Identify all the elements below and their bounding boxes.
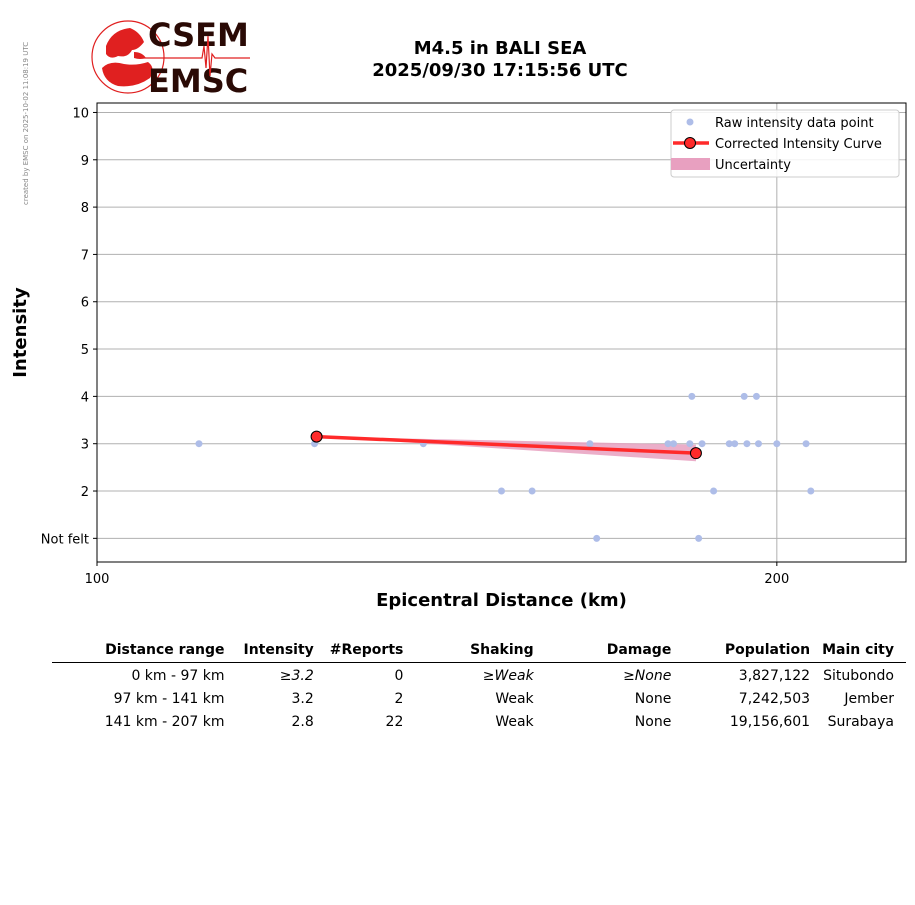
table-cell: Jember [844, 691, 894, 707]
raw-data-point [802, 440, 810, 448]
table-cell: 0 km - 97 km [131, 668, 225, 684]
table-row: 141 km - 207 km 2.8 22 Weak None 19,156,… [52, 709, 906, 732]
raw-data-point [743, 440, 751, 448]
raw-data-point [731, 440, 739, 448]
y-tick-label: 6 [81, 296, 89, 311]
table-cell: 2.8 [291, 714, 314, 730]
table-cell: ≥None [623, 668, 672, 684]
y-tick-label: 7 [81, 248, 89, 263]
y-axis-label: Intensity [10, 287, 31, 378]
x-axis-label: Epicentral Distance (km) [376, 590, 627, 611]
table-cell: None [634, 714, 672, 730]
table-cell: 97 km - 141 km [113, 691, 225, 707]
col-distance-range: Distance range [52, 640, 237, 663]
table-header-row: Distance range Intensity #Reports Shakin… [52, 640, 906, 663]
table-cell: Weak [495, 714, 534, 730]
raw-data-point [664, 440, 672, 448]
table-cell: 0 [394, 668, 404, 684]
table-cell: 3.2 [291, 691, 314, 707]
curve-endpoint-marker [310, 430, 323, 443]
legend-label: Uncertainty [715, 158, 791, 173]
table-cell: 22 [385, 714, 404, 730]
legend-box [670, 109, 900, 178]
intensity-chart: Not felt 2 3 4 5 6 7 8 9 10 100 200 Raw intensity d… [10, 102, 907, 611]
legend-curve-marker [684, 137, 696, 149]
table-cell: 141 km - 207 km [104, 714, 225, 730]
x-tick-label: 100 [85, 572, 110, 587]
legend-uncertainty-swatch [671, 158, 710, 170]
legend-label: Raw intensity data point [715, 116, 874, 131]
logo-emsc-text: EMSC [148, 62, 248, 98]
raw-data-point [773, 440, 781, 448]
raw-data-point [669, 440, 677, 448]
y-tick-label: 2 [81, 485, 89, 500]
raw-data-point [695, 534, 703, 542]
table-cell: 19,156,601 [729, 714, 811, 730]
legend-label: Corrected Intensity Curve [715, 137, 882, 152]
raw-data-point [725, 440, 733, 448]
table-row: 0 km - 97 km ≥3.2 0 ≥Weak ≥None 3,827,12… [52, 663, 906, 687]
raw-data-point [807, 487, 815, 495]
col-intensity: Intensity [236, 640, 326, 663]
y-tick-label: 4 [81, 390, 89, 405]
table-cell: 3,827,122 [738, 668, 811, 684]
raw-data-point [752, 392, 760, 400]
table-cell: None [634, 691, 672, 707]
uncertainty-band [316, 436, 696, 462]
raw-data-point [698, 440, 706, 448]
y-tick-label: Not felt [41, 532, 89, 547]
table-row: 97 km - 141 km 3.2 2 Weak None 7,242,503… [52, 686, 906, 709]
y-tick-label: 3 [81, 438, 89, 453]
raw-data-point [686, 440, 694, 448]
intensity-summary-table: Distance range Intensity #Reports Shakin… [52, 640, 906, 732]
table-cell: Surabaya [827, 714, 894, 730]
chart-subtitle: 2025/09/30 17:15:56 UTC [372, 60, 628, 81]
raw-data-point [740, 392, 748, 400]
curve-endpoint-marker [689, 447, 702, 460]
y-tick-label: 9 [81, 154, 89, 169]
table-cell: Situbondo [823, 668, 894, 684]
logo-csem-text: CSEM [148, 16, 249, 54]
raw-data-point [528, 487, 536, 495]
legend-raw-marker [686, 118, 694, 126]
col-reports: #Reports [325, 640, 416, 663]
raw-data-point [498, 487, 505, 495]
y-tick-label: 5 [81, 343, 89, 358]
corrected-intensity-curve [316, 434, 697, 455]
table-cell: ≥3.2 [279, 668, 314, 684]
table-cell: ≥Weak [482, 668, 534, 684]
chart-title: M4.5 in BALI SEA [413, 38, 587, 59]
csem-emsc-logo: CSEM EMSC [91, 16, 250, 98]
raw-data-point [688, 392, 696, 400]
x-tick-label: 200 [764, 572, 789, 587]
col-main-city: Main city [822, 640, 906, 663]
raw-data-point [586, 440, 594, 448]
col-shaking: Shaking [415, 640, 546, 663]
raw-data-point [593, 534, 601, 542]
table-cell: 7,242,503 [738, 691, 811, 707]
raw-data-point [710, 487, 718, 495]
col-population: Population [683, 640, 823, 663]
raw-data-point [195, 440, 203, 448]
table-cell: Weak [495, 691, 534, 707]
raw-data-point [754, 440, 762, 448]
y-tick-label: 8 [81, 201, 89, 216]
table-cell: 2 [394, 691, 404, 707]
col-damage: Damage [545, 640, 684, 663]
y-tick-label: 10 [72, 106, 89, 121]
